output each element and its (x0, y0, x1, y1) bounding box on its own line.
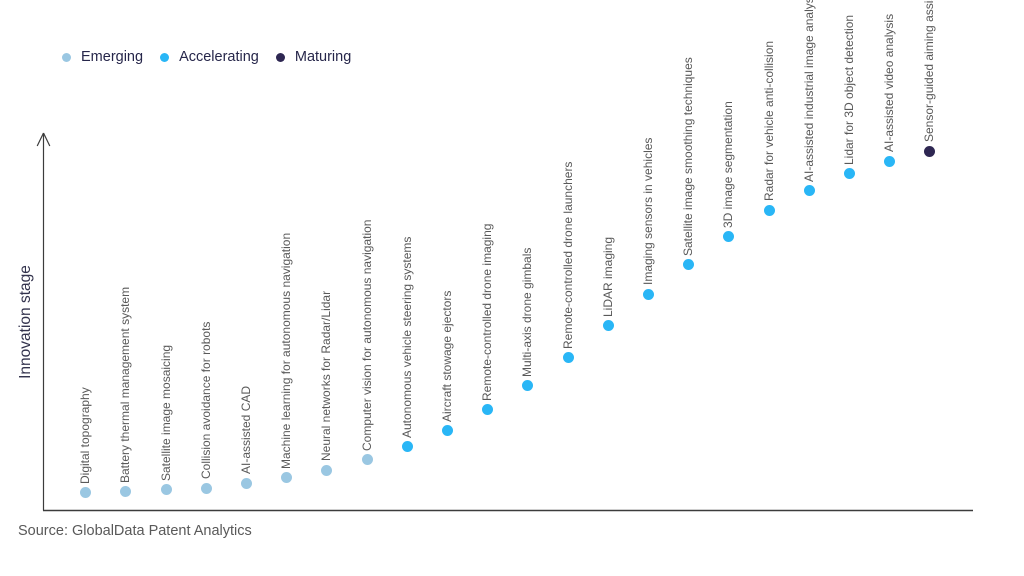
legend-item-accelerating: Accelerating (160, 47, 259, 67)
data-point-dot (803, 185, 815, 197)
legend-label: Emerging (81, 49, 144, 65)
data-point-dot (683, 259, 695, 271)
y-axis-arrowhead (36, 132, 45, 147)
data-point-dot (763, 204, 775, 216)
data-point-label: AI-assisted video analysis (882, 14, 897, 153)
data-point-label: Lidar for 3D object detection (841, 14, 856, 165)
data-point-label: Aircraft stowage ejectors (439, 290, 454, 422)
data-point-dot (642, 288, 654, 300)
data-point-label: Sensor-guided aiming assists (922, 0, 937, 143)
data-point-dot (884, 155, 896, 167)
data-point-dot (160, 484, 172, 496)
data-point-dot (401, 441, 413, 453)
data-point-label: Machine learning for autonomous navigati… (279, 232, 294, 469)
data-point-dot (361, 454, 373, 466)
data-point-label: Battery thermal management system (118, 286, 133, 483)
data-point-label: AI-assisted industrial image analysis (801, 0, 816, 182)
data-point-dot (80, 487, 92, 499)
legend: Emerging Accelerating Maturing (62, 47, 351, 67)
data-point-label: Collision avoidance for robots (198, 321, 213, 480)
data-point-dot (924, 145, 936, 157)
data-point-dot (723, 231, 735, 243)
data-point-label: Autonomous vehicle steering systems (399, 236, 414, 438)
data-point-dot (281, 472, 293, 484)
data-point-dot (843, 168, 855, 180)
data-point-dot (321, 464, 333, 476)
maturing-dot-icon (275, 52, 285, 62)
data-point-dot (482, 404, 494, 416)
data-point-label: Imaging sensors in vehicles (640, 137, 655, 286)
data-point-dot (441, 425, 453, 437)
y-axis-arrowhead (42, 132, 51, 147)
legend-item-emerging: Emerging (62, 47, 143, 67)
legend-item-maturing: Maturing (275, 47, 352, 67)
data-point-label: Neural networks for Radar/Lidar (319, 291, 334, 462)
source-note: Source: GlobalData Patent Analytics (18, 523, 252, 539)
data-point-label: Radar for vehicle anti-collision (761, 41, 776, 202)
data-point-label: Multi-axis drone gimbals (520, 247, 535, 377)
data-point-label: Remote-controlled drone imaging (480, 223, 495, 401)
legend-label: Maturing (294, 49, 352, 65)
legend-label: Accelerating (179, 49, 259, 65)
data-point-dot (522, 380, 534, 392)
data-point-dot (602, 320, 614, 332)
accelerating-dot-icon (160, 52, 170, 62)
data-point-label: LiDAR imaging (600, 236, 615, 317)
y-axis-title: Innovation stage (17, 265, 34, 379)
data-point-label: Remote-controlled drone launchers (560, 161, 575, 349)
data-point-label: Satellite image mosaicing (158, 344, 173, 481)
data-point-label: AI-assisted CAD (238, 385, 253, 474)
data-point-label: Digital topography (78, 386, 93, 484)
data-point-dot (200, 482, 212, 494)
emerging-dot-icon (62, 52, 71, 62)
data-point-dot (562, 352, 574, 364)
data-point-dot (240, 477, 252, 489)
data-point-label: Computer vision for autonomous navigatio… (359, 219, 374, 451)
data-point-label: Satellite image smoothing techniques (681, 57, 696, 256)
data-point-label: 3D image segmentation (721, 101, 736, 228)
data-point-dot (120, 486, 132, 498)
